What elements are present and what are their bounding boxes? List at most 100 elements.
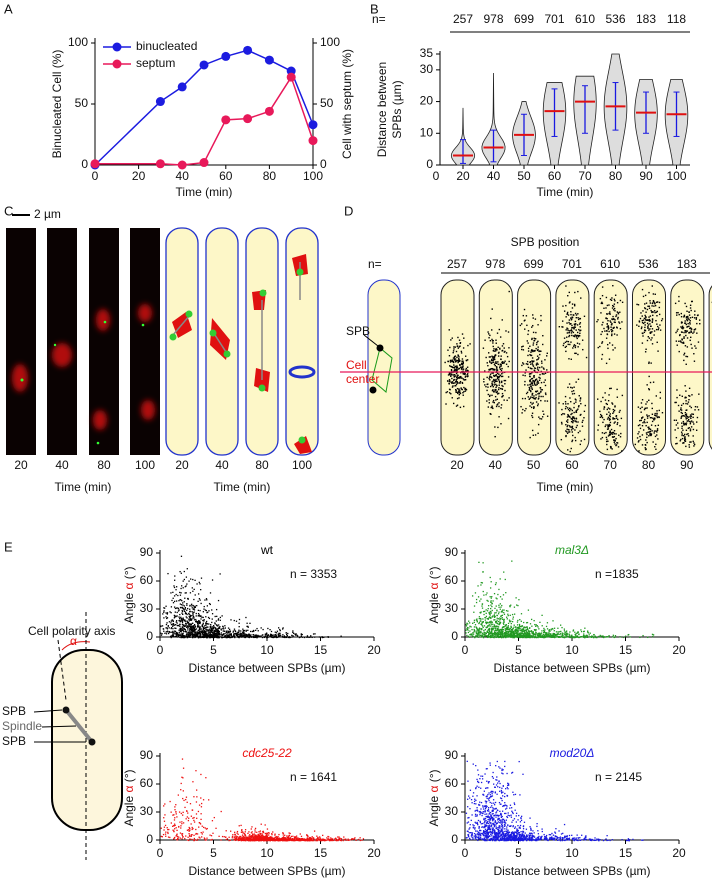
spb-dot xyxy=(501,367,503,370)
spb-dot xyxy=(491,329,493,331)
spb-dot xyxy=(454,385,456,387)
point xyxy=(223,630,225,632)
spb-dot xyxy=(519,324,522,327)
spb-dot xyxy=(459,342,462,344)
spb-dot xyxy=(538,357,540,359)
point xyxy=(557,632,559,634)
spb-dot xyxy=(575,401,577,403)
point xyxy=(510,634,512,636)
spb-dot xyxy=(564,341,567,343)
spb-dot xyxy=(638,440,640,442)
spb-dot xyxy=(656,428,659,430)
point xyxy=(202,622,204,624)
spb-dot xyxy=(577,408,579,410)
point xyxy=(518,624,521,627)
point xyxy=(192,617,194,619)
spb-dot xyxy=(461,358,464,360)
spb-dot xyxy=(683,342,685,344)
point xyxy=(206,605,209,607)
point xyxy=(199,630,201,633)
spb-dot xyxy=(685,422,688,424)
point xyxy=(516,621,519,623)
spb-dot xyxy=(692,332,694,334)
point xyxy=(512,635,514,638)
spb-dot xyxy=(568,431,571,433)
point xyxy=(239,633,241,635)
spb-dot xyxy=(601,330,603,333)
point xyxy=(528,633,530,635)
point xyxy=(194,626,197,628)
spb-dot xyxy=(461,368,463,371)
spb-dot xyxy=(560,438,563,441)
point xyxy=(340,635,342,637)
spb-dot xyxy=(448,355,451,357)
point xyxy=(496,619,498,621)
point xyxy=(482,590,484,593)
spb-dot xyxy=(568,302,571,304)
spb-dot xyxy=(533,375,535,377)
spb-dot xyxy=(566,327,568,329)
point xyxy=(285,633,288,636)
point xyxy=(552,633,555,635)
point xyxy=(498,623,500,626)
point xyxy=(489,621,491,623)
spb-dot xyxy=(461,377,463,379)
y-tick-label: 30 xyxy=(420,62,434,76)
point xyxy=(240,633,243,635)
spb-dot xyxy=(572,421,574,424)
spb-dot xyxy=(607,440,609,442)
spb-dot xyxy=(653,310,656,312)
point xyxy=(247,636,250,638)
point xyxy=(181,636,183,638)
point xyxy=(204,634,206,636)
spb-dot xyxy=(596,320,598,323)
spb-dot xyxy=(618,321,620,323)
spb-dot xyxy=(607,435,610,437)
spb-dot xyxy=(458,339,461,341)
point xyxy=(206,626,208,628)
spb-dot xyxy=(649,332,652,334)
spb-dot xyxy=(650,424,653,426)
point xyxy=(204,599,206,601)
spb-dot xyxy=(498,328,501,331)
point xyxy=(257,636,259,638)
n-label: n= xyxy=(372,12,386,26)
point xyxy=(548,631,550,633)
point xyxy=(469,630,471,632)
spb-dot xyxy=(527,342,529,344)
point xyxy=(560,630,562,633)
panel-label: D xyxy=(344,203,353,218)
spb-dot xyxy=(678,295,680,298)
point xyxy=(504,578,506,581)
point xyxy=(318,636,321,638)
point xyxy=(506,627,508,629)
spb-dot xyxy=(687,427,690,430)
spb-dot xyxy=(688,325,690,328)
spb-dot xyxy=(637,433,639,435)
spb-dot xyxy=(533,406,535,409)
spb-dot xyxy=(505,363,508,365)
spb-dot xyxy=(535,331,537,334)
spb-dot xyxy=(491,340,494,342)
point xyxy=(163,630,165,632)
point xyxy=(488,624,490,626)
point xyxy=(486,592,488,594)
point xyxy=(651,633,654,636)
x-tick-label: 0 xyxy=(433,169,440,183)
point xyxy=(566,632,568,634)
point xyxy=(170,631,172,633)
point xyxy=(242,635,244,637)
point xyxy=(482,636,485,639)
spb-dot xyxy=(644,314,646,317)
spb-dot xyxy=(573,392,576,395)
point xyxy=(475,619,478,621)
spb-dot xyxy=(642,429,645,431)
spb-dot xyxy=(659,391,662,394)
point xyxy=(533,633,535,636)
point xyxy=(228,633,231,635)
point xyxy=(488,625,490,627)
spb-dot xyxy=(452,351,454,354)
violin xyxy=(481,73,506,166)
point xyxy=(191,587,193,589)
point xyxy=(490,622,492,624)
